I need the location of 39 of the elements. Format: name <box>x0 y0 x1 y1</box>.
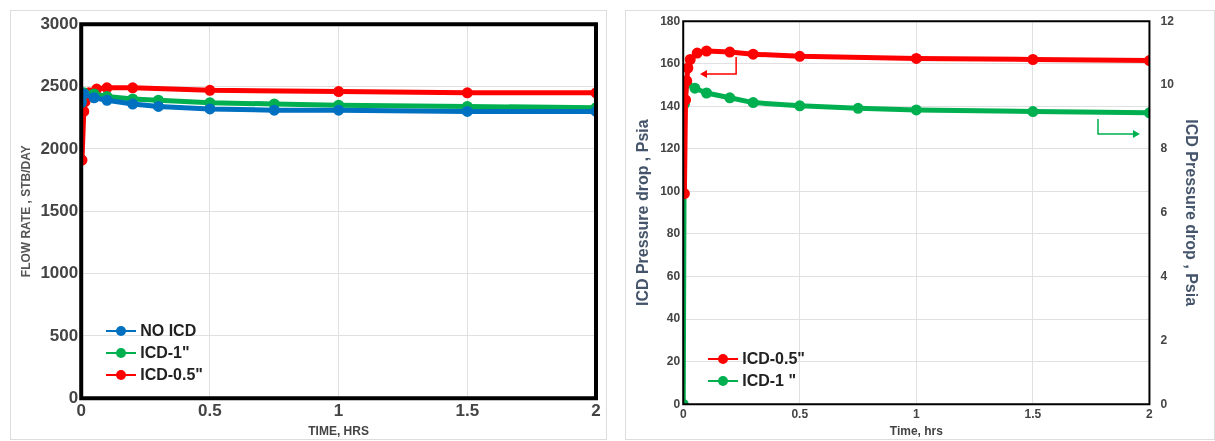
x-tick-label: 1 <box>912 406 920 421</box>
y-tick-label: 180 <box>660 13 681 28</box>
x-axis-title: Time, hrs <box>889 424 944 439</box>
x-tick-label: 2 <box>591 401 601 421</box>
x-tick-label: 0.5 <box>791 406 809 421</box>
y-tick-label: 140 <box>660 98 681 113</box>
y2-tick-label: 10 <box>1160 77 1175 92</box>
y-tick-label: 60 <box>666 268 681 283</box>
y2-tick-label: 4 <box>1160 268 1168 283</box>
x-tick-label: 0.5 <box>198 401 222 421</box>
y-tick-label: 20 <box>666 353 681 368</box>
y-tick-label: 3000 <box>40 13 79 33</box>
x-tick-label: 2 <box>1146 406 1154 421</box>
y-tick-label: 2000 <box>40 138 79 158</box>
legend-label: NO ICD <box>140 322 197 341</box>
y2-tick-label: 2 <box>1160 332 1168 347</box>
y2-tick-label: 8 <box>1160 141 1168 156</box>
y-axis-title: ICD Pressure drop , Psia <box>634 119 652 307</box>
legend-label: ICD-1 " <box>742 372 797 391</box>
y-tick-label: 40 <box>666 311 681 326</box>
y-tick-label: 80 <box>666 226 681 241</box>
x-axis-title: TIME, HRS <box>308 424 369 439</box>
x-tick-label: 1.5 <box>1024 406 1042 421</box>
legend-label: ICD-1" <box>140 344 190 363</box>
y-tick-label: 120 <box>660 141 681 156</box>
y-tick-label: 160 <box>660 56 681 71</box>
y-axis-title: FLOW RATE , STB/DAY <box>18 145 33 278</box>
y-tick-label: 500 <box>49 325 79 345</box>
y2-tick-label: 6 <box>1160 205 1168 220</box>
legend-label: ICD-0.5" <box>140 366 203 385</box>
y2-tick-label: 12 <box>1160 13 1175 28</box>
y-tick-label: 100 <box>660 183 681 198</box>
y-tick-label: 1500 <box>40 200 79 220</box>
x-tick-label: 1 <box>333 401 344 421</box>
y2-axis-title: ICD Pressure drop , Psia <box>1182 119 1200 307</box>
y-tick-label: 1000 <box>40 263 79 283</box>
x-tick-label: 1.5 <box>455 401 480 421</box>
legend-label: ICD-0.5" <box>742 350 805 369</box>
y-tick-label: 2500 <box>40 76 79 96</box>
